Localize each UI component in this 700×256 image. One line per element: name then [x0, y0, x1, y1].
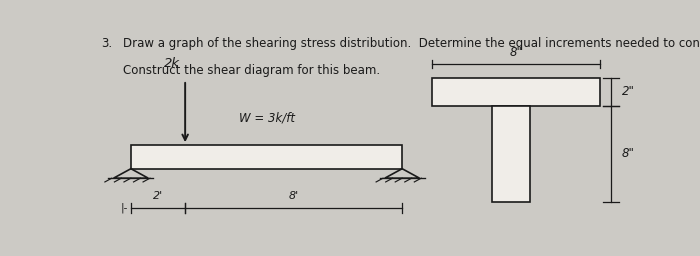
Text: W = 3k/ft: W = 3k/ft [239, 112, 295, 125]
Bar [491, 106, 530, 202]
Text: 8': 8' [288, 191, 299, 201]
Text: 2k: 2k [164, 57, 180, 70]
Bar [131, 145, 402, 169]
Text: 8": 8" [510, 46, 522, 59]
Text: 3.: 3. [101, 37, 112, 50]
Text: 8": 8" [622, 147, 635, 161]
Text: 2": 2" [622, 85, 635, 98]
Bar [432, 78, 600, 106]
Text: 2': 2' [153, 191, 163, 201]
Text: Draw a graph of the shearing stress distribution.  Determine the equal increment: Draw a graph of the shearing stress dist… [122, 37, 700, 50]
Text: Construct the shear diagram for this beam.: Construct the shear diagram for this bea… [122, 64, 380, 77]
Text: |-: |- [121, 203, 128, 214]
